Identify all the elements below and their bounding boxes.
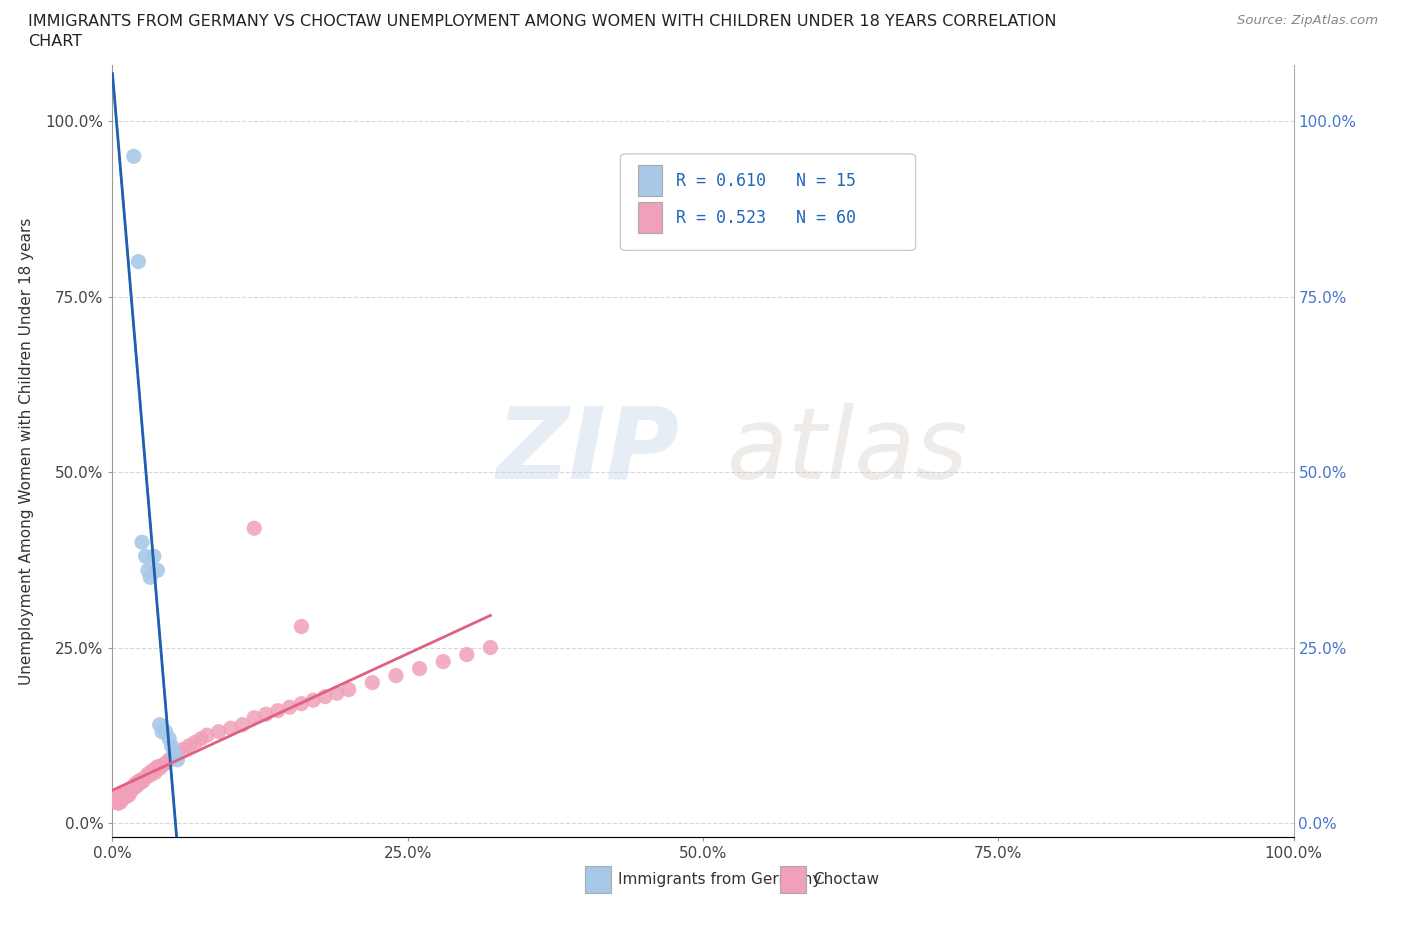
Point <box>361 675 384 690</box>
Point <box>114 784 136 799</box>
Point <box>108 790 131 805</box>
Point <box>125 779 148 794</box>
Point <box>219 721 242 736</box>
Point <box>155 724 177 739</box>
Text: IMMIGRANTS FROM GERMANY VS CHOCTAW UNEMPLOYMENT AMONG WOMEN WITH CHILDREN UNDER : IMMIGRANTS FROM GERMANY VS CHOCTAW UNEMP… <box>28 14 1057 29</box>
Point <box>155 756 177 771</box>
Point <box>135 770 157 785</box>
Point <box>172 742 194 757</box>
FancyBboxPatch shape <box>620 153 915 250</box>
Point <box>157 731 180 746</box>
Point <box>179 738 201 753</box>
Point <box>157 752 180 767</box>
Point <box>143 765 166 780</box>
Point <box>129 775 152 790</box>
Point <box>166 745 188 760</box>
Point <box>105 793 128 808</box>
Point <box>408 661 430 676</box>
Point <box>150 758 173 773</box>
Point <box>115 789 138 804</box>
Point <box>110 794 132 809</box>
Point <box>142 763 165 777</box>
Point <box>127 254 149 269</box>
Point <box>254 707 277 722</box>
Point <box>122 780 145 795</box>
Text: atlas: atlas <box>727 403 969 499</box>
Point <box>112 790 135 805</box>
Point <box>112 788 135 803</box>
Point <box>290 619 312 634</box>
Point <box>302 693 325 708</box>
Point <box>127 777 149 791</box>
Point <box>479 640 502 655</box>
Point <box>149 761 172 776</box>
Point <box>139 768 162 783</box>
Text: Immigrants from Germany: Immigrants from Germany <box>619 872 821 887</box>
Point <box>104 790 127 805</box>
Point <box>146 760 169 775</box>
Point <box>231 717 253 732</box>
Point <box>385 668 408 683</box>
Point <box>314 689 336 704</box>
Point <box>128 774 150 789</box>
Point <box>326 685 349 700</box>
Text: R = 0.523   N = 60: R = 0.523 N = 60 <box>676 209 856 227</box>
Point <box>107 796 129 811</box>
Point <box>122 149 145 164</box>
FancyBboxPatch shape <box>780 866 806 893</box>
Point <box>267 703 290 718</box>
FancyBboxPatch shape <box>638 203 662 233</box>
Point <box>127 775 149 790</box>
Point <box>136 563 159 578</box>
Point <box>160 738 183 753</box>
Point <box>290 697 312 711</box>
Text: R = 0.610   N = 15: R = 0.610 N = 15 <box>676 172 856 190</box>
Text: ZIP: ZIP <box>496 403 679 499</box>
Point <box>131 772 153 787</box>
Point <box>337 683 360 698</box>
Point <box>150 724 173 739</box>
Point <box>139 570 162 585</box>
Point <box>278 699 301 714</box>
Point <box>166 752 188 767</box>
Point <box>184 735 207 750</box>
Y-axis label: Unemployment Among Women with Children Under 18 years: Unemployment Among Women with Children U… <box>20 218 34 684</box>
Point <box>121 782 143 797</box>
Point <box>243 711 266 725</box>
Point <box>118 788 141 803</box>
FancyBboxPatch shape <box>585 866 610 893</box>
Point <box>160 751 183 765</box>
Point <box>142 549 165 564</box>
Point <box>135 549 157 564</box>
Point <box>243 521 266 536</box>
Text: CHART: CHART <box>28 34 82 49</box>
Point <box>132 774 155 789</box>
Point <box>124 777 146 791</box>
Point <box>105 794 128 809</box>
Point <box>208 724 231 739</box>
Point <box>136 766 159 781</box>
Point <box>195 728 218 743</box>
Point <box>432 654 454 669</box>
Point <box>117 786 139 801</box>
Text: Source: ZipAtlas.com: Source: ZipAtlas.com <box>1237 14 1378 27</box>
Point <box>149 717 172 732</box>
Point <box>120 780 142 795</box>
Point <box>163 745 186 760</box>
Text: Choctaw: Choctaw <box>813 872 879 887</box>
Point <box>456 647 478 662</box>
FancyBboxPatch shape <box>638 166 662 196</box>
Point <box>190 731 212 746</box>
Point <box>111 788 134 803</box>
Point <box>131 535 153 550</box>
Point <box>146 563 169 578</box>
Point <box>120 784 142 799</box>
